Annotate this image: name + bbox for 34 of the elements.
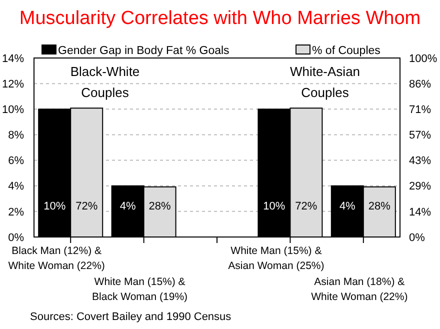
data-label: 28% — [148, 200, 172, 212]
y-tick-label: 2% — [8, 206, 24, 218]
data-label: 4% — [339, 200, 356, 212]
x-tick-label: Asian Man (18%) & White Woman (22%) — [311, 276, 408, 303]
data-label: 28% — [368, 200, 391, 212]
legend-label: % of Couples — [312, 45, 381, 57]
legend-label: Gender Gap in Body Fat % Goals — [58, 45, 230, 57]
data-label: 10% — [263, 200, 286, 212]
y-tick-label: 8% — [8, 130, 24, 142]
x-tick-label: White Man (15%) & Asian Woman (25%) — [228, 245, 324, 272]
data-label: 72% — [76, 200, 98, 212]
y-tick-label: 14% — [2, 52, 24, 65]
annotation: Black-White Couples — [70, 64, 140, 100]
x-tick-label: White Man (15%) & Black Woman (19%) — [92, 276, 188, 303]
chart-title: Muscularity Correlates with Who Marries Whom — [19, 8, 421, 29]
y2-tick-label: 57% — [409, 130, 432, 142]
y2-tick-label: 29% — [409, 180, 432, 193]
y-tick-label: 4% — [8, 180, 24, 193]
y-tick-label: 10% — [2, 104, 24, 116]
y-tick-label: 0% — [8, 232, 24, 244]
y2-tick-label: 71% — [409, 104, 432, 116]
y2-tick-label: 14% — [409, 206, 432, 218]
x-tick-label: Black Man (12%) & White Woman (22%) — [8, 245, 105, 272]
data-label: 4% — [120, 200, 136, 212]
source-note: Sources: Covert Bailey and 1990 Census — [30, 311, 232, 323]
y2-tick-label: 43% — [409, 155, 432, 168]
y-tick-label: 12% — [2, 78, 24, 90]
y2-tick-label: 100% — [409, 52, 438, 65]
y-tick-label: 6% — [8, 155, 24, 168]
y2-tick-label: 0% — [409, 232, 426, 244]
annotation: White-Asian Couples — [290, 64, 360, 100]
data-label: 10% — [44, 200, 66, 212]
data-label: 72% — [295, 200, 318, 212]
y2-tick-label: 86% — [409, 78, 432, 90]
